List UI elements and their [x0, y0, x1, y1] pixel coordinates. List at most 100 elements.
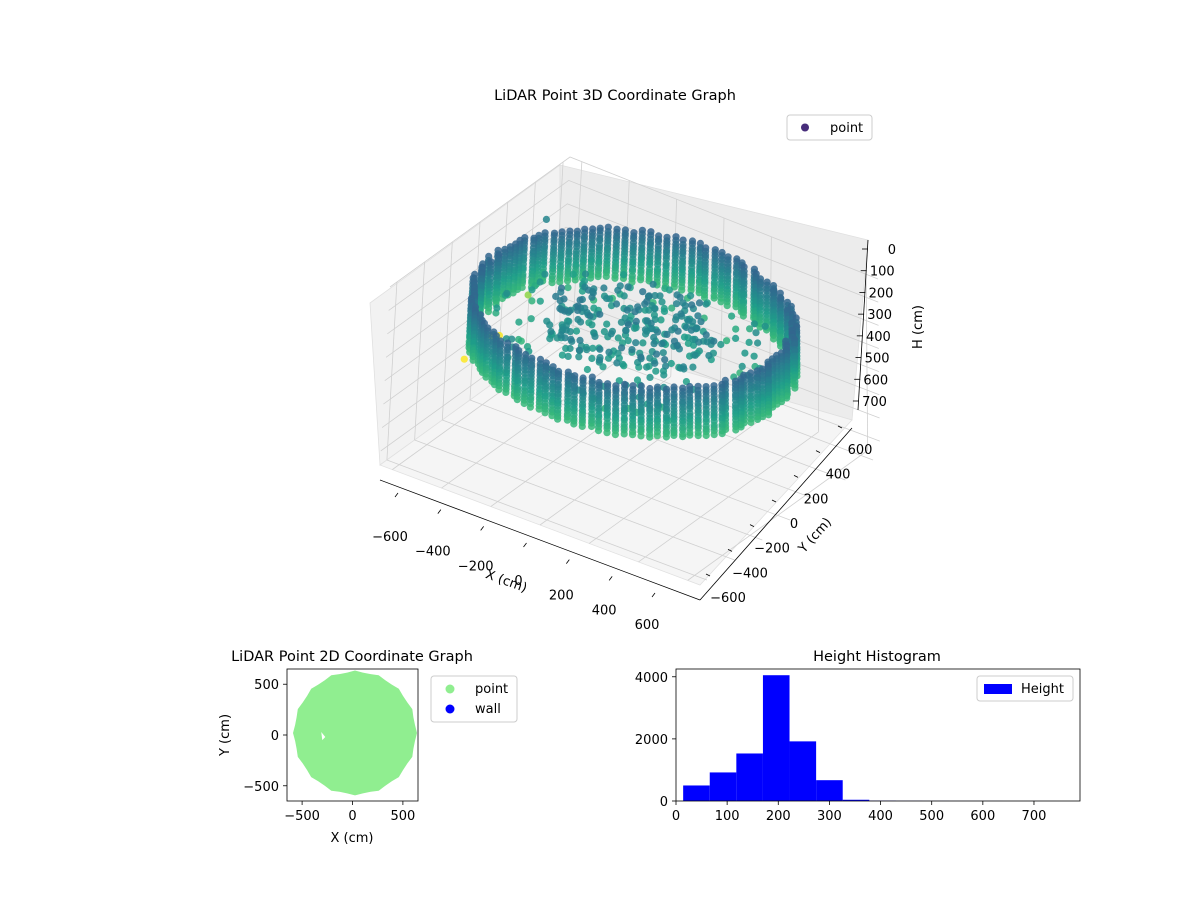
x-axis-line: [379, 479, 701, 601]
y-tick-3d: [727, 548, 733, 552]
x-tick-label-2d: 500: [390, 809, 415, 824]
x-tick-label-3d: 0: [514, 574, 522, 589]
point-3d: [469, 356, 477, 364]
point-3d: [668, 326, 676, 334]
point-3d: [575, 346, 584, 354]
point-3d: [619, 360, 627, 368]
x-tick-label-3d: 400: [592, 603, 617, 618]
point-3d: [746, 325, 754, 333]
z-ticks-3d: 0 100 200 300 400 500 600 700: [852, 243, 896, 410]
point-3d: [611, 431, 620, 439]
x-tick-3d: [394, 492, 399, 498]
point-3d: [586, 312, 594, 320]
grid-left-v-0: [386, 281, 398, 461]
point-3d: [770, 335, 778, 343]
point-3d: [632, 317, 640, 325]
x-tick-label-3d: −200: [458, 559, 494, 574]
y-tick-3d: [771, 499, 777, 503]
point-3d: [502, 388, 510, 396]
legend-2d: point wall: [430, 675, 518, 723]
point-3d: [643, 327, 651, 335]
plot-3d: LiDAR Point 3D Coordinate Graph −600 −400…: [369, 88, 926, 633]
point-3d: [536, 297, 544, 305]
grid-left-v-1: [414, 261, 426, 441]
point-3d: [651, 305, 659, 313]
point-3d: [624, 283, 632, 291]
point-3d: [732, 325, 740, 333]
point-3d: [526, 403, 535, 411]
y-axis-line: [699, 427, 853, 601]
z-tick-label-3d: 700: [862, 395, 887, 410]
legend-histogram-label: Height: [1021, 682, 1064, 697]
point-3d: [546, 335, 554, 343]
point-3d: [723, 302, 731, 310]
grid-left-v-2: [441, 241, 453, 421]
histogram-ticks: 0 100 200 300 400 500 600 700 0 2000 4000: [635, 671, 1046, 824]
x-tick-label-2d: 0: [348, 809, 356, 824]
histogram-bar: [816, 780, 843, 801]
hist-x-tick-label: 400: [868, 809, 893, 824]
point-3d: [630, 324, 639, 332]
plot-2d-title: LiDAR Point 2D Coordinate Graph: [231, 649, 473, 665]
grid-floor-y-3: [469, 399, 791, 521]
point-3d: [694, 432, 702, 440]
point-3d: [661, 356, 669, 364]
x-tick-label-3d: 600: [635, 618, 660, 633]
point-3d: [668, 304, 676, 312]
y-axis-label-2d: Y (cm): [218, 714, 233, 757]
histogram-bar: [736, 753, 763, 801]
point-3d: [620, 430, 628, 438]
x-tick-label-3d: 200: [549, 589, 574, 604]
y-tick-3d: [815, 450, 821, 454]
point-3d: [695, 299, 704, 307]
x-tick-3d: [523, 542, 527, 548]
point-3d: [536, 278, 544, 286]
point-3d: [681, 302, 689, 310]
point-3d: [689, 363, 697, 371]
point-3d: [515, 335, 523, 344]
point-3d: [587, 274, 595, 282]
point-3d: [564, 352, 572, 360]
point-3d: [643, 363, 651, 371]
point-3d: [700, 293, 709, 302]
point-3d: [697, 318, 705, 326]
y-tick-label-3d: 0: [790, 517, 798, 532]
point-3d: [673, 341, 682, 349]
point-3d: [542, 215, 551, 223]
x-axis-label-3d: X (cm): [483, 567, 529, 596]
y-ticks-3d: −600 −400 −2000 200 400 600: [705, 425, 872, 606]
grid-right-v-6: [865, 274, 869, 451]
point-3d: [676, 293, 684, 301]
point-3d: [754, 339, 762, 347]
point-3d: [674, 327, 682, 335]
point-3d: [594, 273, 602, 281]
point-3d: [600, 328, 609, 336]
point-3d: [679, 363, 688, 371]
y-tick-label-2d: 0: [271, 729, 279, 744]
point-3d: [652, 367, 660, 375]
y-axis-label-3d: Y (cm): [795, 515, 835, 557]
hist-y-tick-label: 2000: [635, 733, 668, 748]
point-3d: [528, 297, 536, 305]
point-3d: [739, 312, 748, 320]
x-tick-3d: [651, 592, 656, 598]
region-2d: [293, 670, 417, 796]
histogram-bar: [683, 785, 710, 801]
point-3d: [546, 321, 554, 329]
point-cloud-2d: [293, 670, 417, 796]
point-3d: [564, 284, 572, 292]
point-3d: [558, 351, 567, 359]
histogram-bars: [683, 675, 1056, 801]
legend-2d-point-marker: [445, 684, 455, 694]
y-tick-3d: [793, 474, 799, 478]
point-3d: [535, 405, 543, 413]
grid-floor-x-5: [638, 431, 819, 563]
point-3d: [603, 294, 611, 303]
point-3d: [750, 352, 758, 360]
point-3d: [732, 426, 740, 434]
point-3d: [614, 286, 622, 294]
point-3d: [577, 318, 585, 326]
point-3d: [614, 349, 622, 357]
point-3d: [663, 330, 671, 338]
